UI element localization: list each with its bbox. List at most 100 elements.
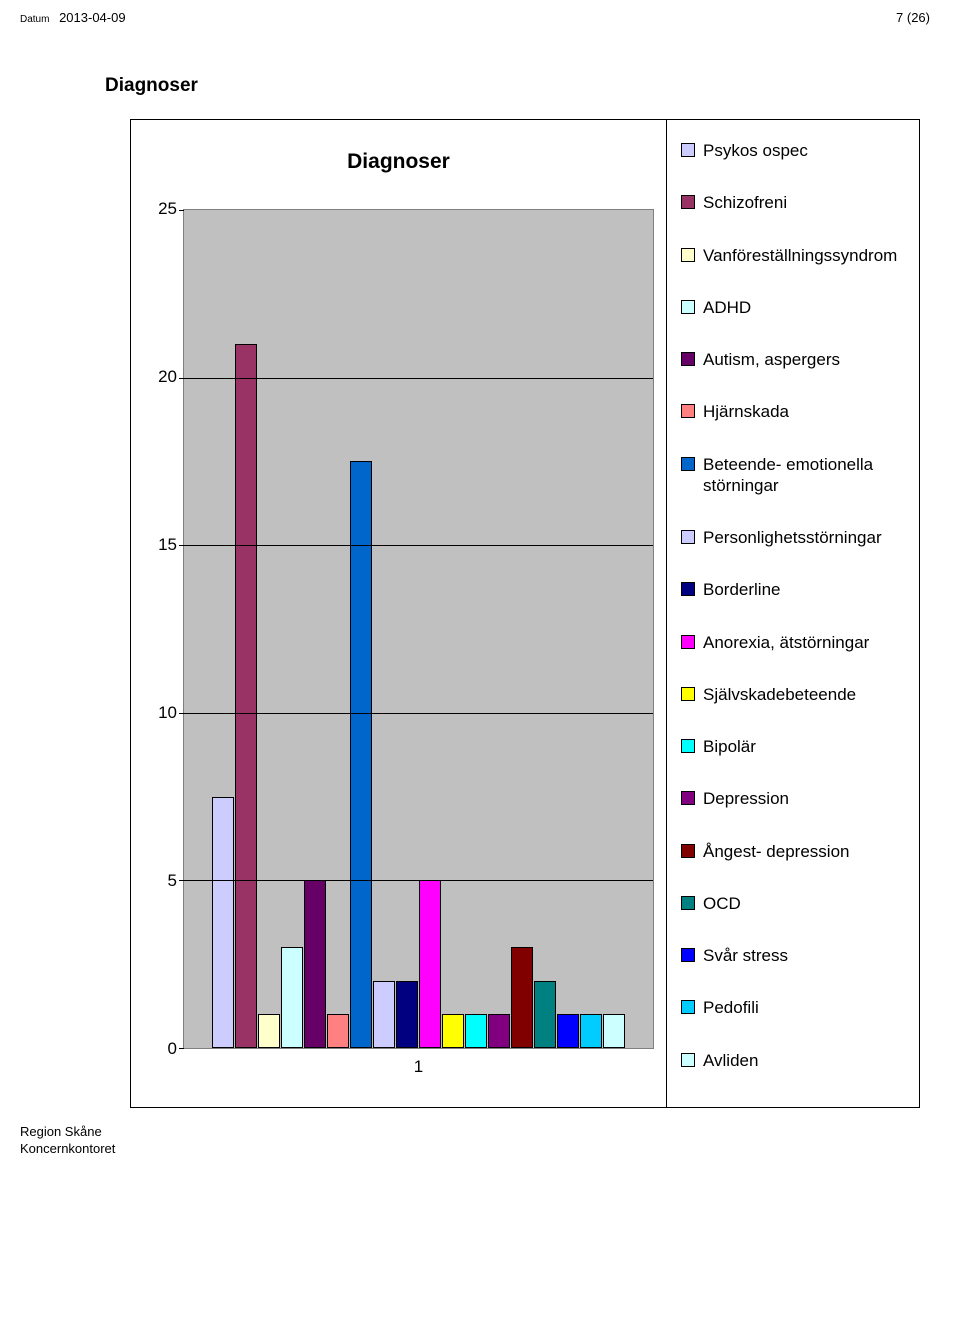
gridline [184,378,653,379]
legend-item: Bipolär [681,736,905,757]
legend-swatch [681,687,695,701]
chart-container: Diagnoser 0510152025 1 Psykos ospecSchiz… [130,119,920,1108]
legend: Psykos ospec Schizofreni Vanföreställnings… [666,120,919,1107]
legend-item: Avliden [681,1050,905,1071]
y-tick-label: 0 [168,1039,177,1059]
legend-item: Ångest- depression [681,841,905,862]
header-page-number: 7 (26) [896,10,930,25]
datum-value: 2013-04-09 [59,10,126,25]
header-date: Datum 2013-04-09 [20,10,126,25]
legend-swatch [681,195,695,209]
legend-swatch [681,896,695,910]
legend-item: Personlighetsstörningar [681,527,905,548]
gridline [184,880,653,881]
legend-swatch [681,248,695,262]
bar [534,981,556,1048]
gridline [184,713,653,714]
page: Datum 2013-04-09 7 (26) Diagnoser Diagno… [0,0,960,1148]
legend-swatch [681,1000,695,1014]
legend-label: Anorexia, ätstörningar [703,632,869,653]
y-axis: 0510152025 [143,209,183,1049]
bar [419,880,441,1048]
legend-swatch [681,582,695,596]
legend-swatch [681,844,695,858]
legend-item: Hjärnskada [681,401,905,422]
bar [235,344,257,1048]
bar [304,880,326,1048]
legend-swatch [681,1053,695,1067]
bar [327,1014,349,1048]
bar [373,981,395,1048]
bar [258,1014,280,1048]
y-tick-label: 15 [158,535,177,555]
bar [603,1014,625,1048]
legend-item: Självskadebeteende [681,684,905,705]
plot-area [183,209,654,1049]
legend-item: Anorexia, ätstörningar [681,632,905,653]
legend-label: Autism, aspergers [703,349,840,370]
legend-item: OCD [681,893,905,914]
legend-label: Personlighetsstörningar [703,527,882,548]
footer-line2: Koncernkontoret [20,1141,115,1158]
legend-label: Hjärnskada [703,401,789,422]
bar [580,1014,602,1048]
bar [511,947,533,1048]
legend-label: Vanföreställningssyndrom [703,245,897,266]
legend-item: Beteende- emotionella störningar [681,454,905,497]
bar [350,461,372,1048]
legend-label: ADHD [703,297,751,318]
legend-item: Svår stress [681,945,905,966]
legend-label: Beteende- emotionella störningar [703,454,905,497]
legend-label: Borderline [703,579,781,600]
y-tick-mark [179,1048,184,1049]
chart-title: Diagnoser [143,150,654,174]
legend-swatch [681,143,695,157]
y-tick-label: 25 [158,199,177,219]
legend-swatch [681,352,695,366]
legend-item: Vanföreställningssyndrom [681,245,905,266]
legend-swatch [681,404,695,418]
legend-label: Bipolär [703,736,756,757]
legend-label: OCD [703,893,741,914]
legend-label: Pedofili [703,997,759,1018]
y-tick-label: 5 [168,871,177,891]
plot-row: 0510152025 [143,209,654,1049]
legend-swatch [681,948,695,962]
bar [442,1014,464,1048]
legend-swatch [681,791,695,805]
legend-label: Schizofreni [703,192,787,213]
bar [212,797,234,1048]
bar [557,1014,579,1048]
section-title: Diagnoser [105,75,930,97]
y-tick-mark [179,210,184,211]
datum-prefix: Datum [20,14,49,25]
legend-label: Ångest- depression [703,841,849,862]
page-header: Datum 2013-04-09 7 (26) [20,10,930,25]
footer-line1: Region Skåne [20,1124,115,1141]
legend-swatch [681,530,695,544]
bar [488,1014,510,1048]
legend-item: Schizofreni [681,192,905,213]
bar [281,947,303,1048]
legend-label: Självskadebeteende [703,684,856,705]
gridline [184,545,653,546]
legend-item: ADHD [681,297,905,318]
legend-label: Svår stress [703,945,788,966]
legend-swatch [681,457,695,471]
legend-item: Depression [681,788,905,809]
bars-group [184,210,653,1048]
bar [465,1014,487,1048]
legend-item: Autism, aspergers [681,349,905,370]
legend-item: Borderline [681,579,905,600]
legend-swatch [681,739,695,753]
legend-label: Depression [703,788,789,809]
y-tick-label: 20 [158,367,177,387]
legend-swatch [681,300,695,314]
legend-swatch [681,635,695,649]
legend-label: Psykos ospec [703,140,808,161]
y-tick-label: 10 [158,703,177,723]
page-footer: Region Skåne Koncernkontoret [20,1124,115,1158]
legend-item: Psykos ospec [681,140,905,161]
bar [396,981,418,1048]
plot-panel: Diagnoser 0510152025 1 [131,120,666,1107]
